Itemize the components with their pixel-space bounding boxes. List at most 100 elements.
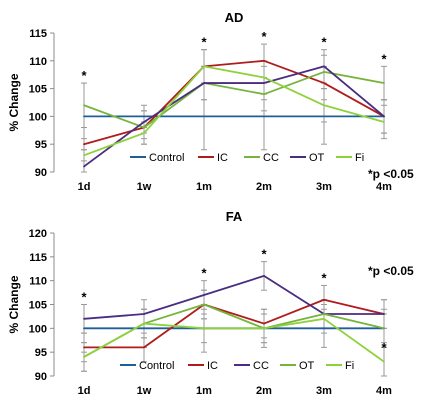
data-point (143, 121, 145, 123)
data-point (203, 65, 205, 68)
significance-asterisk: * (201, 35, 207, 50)
significance-asterisk: * (321, 270, 327, 285)
x-tick-label: 3m (316, 385, 332, 397)
legend-label: IC (207, 360, 218, 372)
legend-label: Control (149, 152, 184, 164)
series-line-fi (83, 65, 385, 157)
y-tick-label: 105 (29, 300, 47, 312)
data-point (203, 294, 205, 296)
x-tick-label: 4m (376, 385, 392, 397)
y-axis-label: % Change (7, 275, 21, 333)
y-tick-label: 90 (35, 167, 47, 179)
data-point (143, 322, 145, 325)
significance-asterisk: * (321, 35, 327, 50)
series-line-cc (83, 274, 384, 320)
data-point (83, 154, 85, 157)
legend: Control IC CC OT Fi (120, 360, 354, 372)
series-line-ot (83, 303, 385, 358)
data-point (83, 115, 85, 118)
x-tick-label: 2m (256, 385, 272, 397)
y-tick-label: 120 (29, 228, 47, 240)
data-point (263, 82, 265, 84)
y-tick-label: 90 (35, 371, 47, 383)
legend-label: Control (139, 360, 174, 372)
x-tick-label: 1m (196, 181, 212, 193)
x-tick-label: 1w (137, 181, 152, 193)
chart-ad: AD % Change 90 95 100 105 110 115 1d 1w 1m 2m 3m 4m * *… (7, 10, 414, 193)
series-line-fi (83, 317, 385, 363)
y-axis-label: % Change (7, 73, 21, 131)
data-point (323, 317, 325, 320)
significance-asterisk: * (261, 247, 267, 262)
data-point (383, 313, 385, 315)
data-point (203, 82, 205, 84)
data-point (83, 356, 85, 358)
data-point (323, 298, 325, 301)
data-point (323, 82, 325, 84)
data-point (83, 346, 85, 349)
data-point (263, 115, 265, 118)
x-tick-label: 3m (316, 181, 332, 193)
y-tick-label: 105 (29, 84, 47, 96)
data-point (263, 322, 265, 325)
legend-label: CC (263, 152, 279, 164)
x-tick-label: 1m (196, 385, 212, 397)
data-point (263, 59, 265, 62)
y-tick-label: 95 (35, 139, 47, 151)
legend-label: OT (309, 152, 325, 164)
significance-asterisk: * (381, 340, 387, 355)
series-line-ot (83, 65, 385, 168)
data-point (83, 104, 85, 107)
y-tick-label: 115 (29, 28, 47, 40)
chart-title: FA (226, 209, 243, 224)
data-point (83, 317, 85, 320)
significance-asterisk: * (81, 290, 87, 305)
data-point (323, 71, 325, 73)
chart-fa: FA % Change 90 95 100 105 110 115 120 1d 1w 1m 2m 3m 4… (7, 209, 414, 397)
data-point (323, 65, 325, 68)
legend-label: Fi (345, 360, 354, 372)
significance-asterisk: * (261, 29, 267, 44)
data-point (143, 132, 145, 134)
y-tick-label: 115 (29, 252, 47, 264)
data-point (383, 327, 385, 330)
chart-title: AD (225, 10, 244, 25)
data-point (383, 360, 385, 363)
data-point (263, 93, 265, 96)
data-point (383, 121, 385, 123)
data-point (83, 327, 85, 330)
y-tick-label: 110 (29, 56, 47, 68)
legend-label: Fi (355, 152, 364, 164)
y-tick-label: 95 (35, 347, 47, 359)
x-tick-label: 2m (256, 181, 272, 193)
data-point (383, 115, 385, 118)
significance-note: *p <0.05 (368, 167, 414, 181)
x-tick-label: 1d (78, 181, 91, 193)
data-point (263, 327, 265, 330)
legend-label: CC (253, 360, 269, 372)
legend: Control IC CC OT Fi (130, 152, 364, 164)
data-point (263, 76, 265, 79)
data-point (143, 346, 145, 349)
significance-asterisk: * (201, 266, 207, 281)
x-tick-label: 1d (78, 385, 91, 397)
data-point (83, 143, 85, 146)
legend-label: IC (217, 152, 228, 164)
data-point (83, 165, 85, 168)
legend-label: OT (299, 360, 315, 372)
data-point (203, 115, 205, 118)
data-point (263, 275, 265, 277)
significance-note: *p <0.05 (368, 264, 414, 278)
data-point (323, 115, 325, 118)
series-line-ic (83, 59, 385, 146)
data-point (143, 126, 145, 129)
y-tick-label: 110 (29, 276, 47, 288)
x-tick-label: 1w (137, 385, 152, 397)
data-point (203, 327, 205, 330)
significance-asterisk: * (381, 51, 387, 66)
data-point (383, 82, 385, 84)
data-point (203, 303, 205, 306)
data-point (143, 313, 145, 315)
